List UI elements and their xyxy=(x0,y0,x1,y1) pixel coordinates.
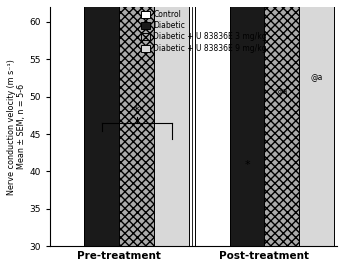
Bar xyxy=(299,0,334,246)
Y-axis label: Nerve conduction velocity (m s⁻¹)
Mean ± SEM, n = 5-6: Nerve conduction velocity (m s⁻¹) Mean ±… xyxy=(7,59,26,195)
Text: *: * xyxy=(134,106,140,116)
Bar xyxy=(85,0,119,246)
Bar xyxy=(265,0,299,246)
Bar xyxy=(195,0,230,246)
Bar xyxy=(119,0,154,246)
Bar xyxy=(154,0,189,246)
Text: *: * xyxy=(244,160,250,170)
Bar xyxy=(50,0,85,246)
Text: @a: @a xyxy=(311,73,323,82)
Text: @a: @a xyxy=(276,87,288,96)
Bar xyxy=(230,0,265,246)
Legend: Control, Diabetic, Diabetic + U 83836E 3 mg/kg, Diabetic + U 83836E 9 mg/kg: Control, Diabetic, Diabetic + U 83836E 3… xyxy=(140,8,269,54)
